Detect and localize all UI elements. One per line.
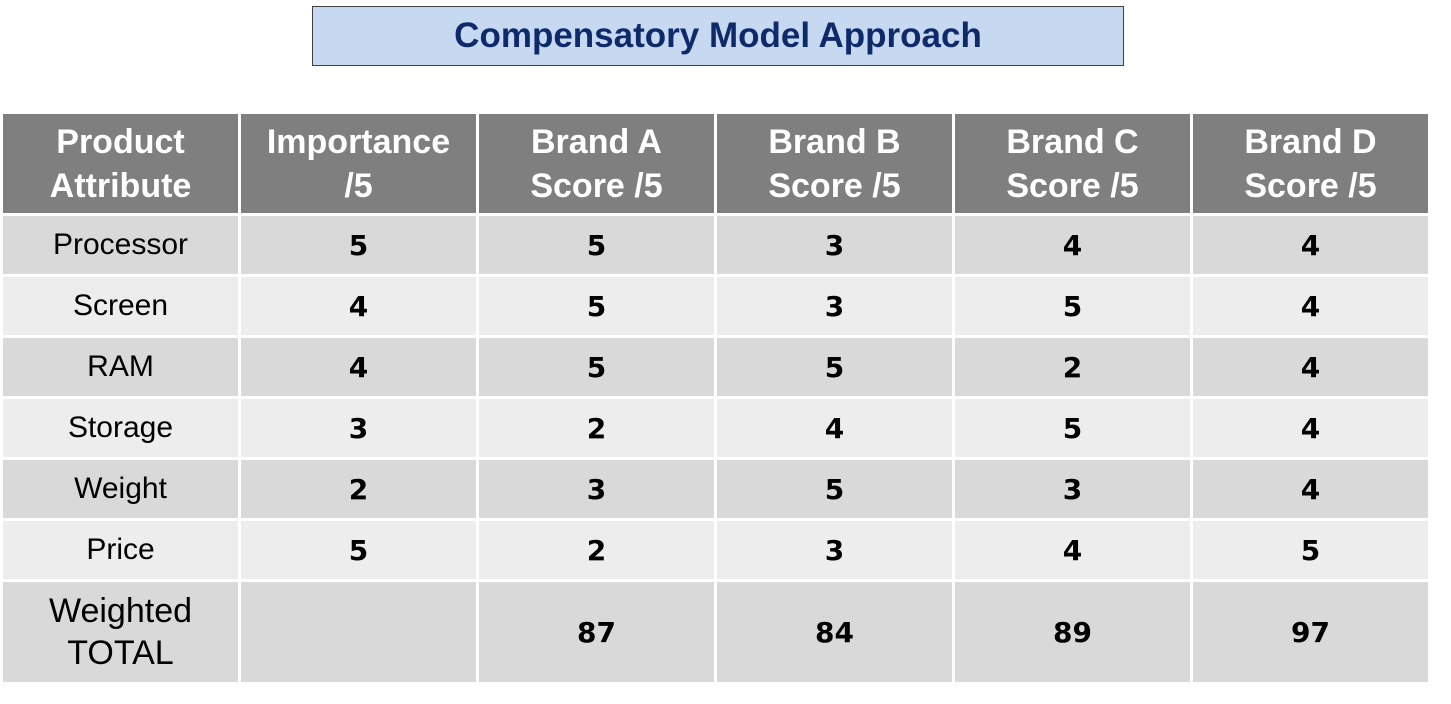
value-cell: 3 — [717, 277, 952, 335]
value-cell: 4 — [717, 399, 952, 457]
row-label: Weight — [3, 460, 238, 518]
header-cell: Product Attribute — [3, 114, 238, 213]
value-cell: 5 — [479, 277, 714, 335]
text-line: Brand C — [1006, 122, 1139, 161]
value-cell: 5 — [717, 460, 952, 518]
value-cell: 4 — [241, 277, 476, 335]
value-cell: 3 — [717, 521, 952, 579]
table-row: Screen 4 5 3 5 4 — [3, 277, 1428, 335]
row-label: RAM — [3, 338, 238, 396]
value-cell: 4 — [1193, 216, 1428, 274]
text-line: Product — [56, 122, 185, 161]
table-row: Price 5 2 3 4 5 — [3, 521, 1428, 579]
value-cell: 4 — [1193, 338, 1428, 396]
text-line: Importance — [266, 122, 451, 161]
value-cell: 5 — [1193, 521, 1428, 579]
text-line: TOTAL — [67, 634, 174, 672]
value-cell: 5 — [241, 521, 476, 579]
header-cell: Importance/5 — [241, 114, 476, 213]
table-row: Processor 5 5 3 4 4 — [3, 216, 1428, 274]
value-cell: 2 — [479, 521, 714, 579]
value-cell: 5 — [955, 399, 1190, 457]
text-line: Score /5 — [1244, 166, 1377, 205]
total-cell: 89 — [955, 582, 1190, 682]
empty-cell — [241, 582, 476, 682]
comparison-table: Product Attribute Importance/5 Brand A Score… — [0, 111, 1431, 685]
table-body: Processor 5 5 3 4 4 Screen 4 5 3 5 4 RAM 4 5 5 2 4 Storage… — [3, 216, 1428, 682]
title: Compensatory Model Approach — [312, 6, 1124, 66]
value-cell: 3 — [241, 399, 476, 457]
value-cell: 3 — [479, 460, 714, 518]
value-cell: 5 — [955, 277, 1190, 335]
row-label: Processor — [3, 216, 238, 274]
value-cell: 3 — [717, 216, 952, 274]
table-row: Storage 3 2 4 5 4 — [3, 399, 1428, 457]
header-cell: Brand C Score /5 — [955, 114, 1190, 213]
value-cell: 3 — [955, 460, 1190, 518]
total-row: Weighted TOTAL 87 84 89 97 — [3, 582, 1428, 682]
row-label: Price — [3, 521, 238, 579]
value-cell: 5 — [717, 338, 952, 396]
total-label: Weighted TOTAL — [3, 582, 238, 682]
header-cell: Brand A Score /5 — [479, 114, 714, 213]
value-cell: 4 — [1193, 277, 1428, 335]
value-cell: 4 — [955, 216, 1190, 274]
value-cell: 2 — [955, 338, 1190, 396]
text-line: Score /5 — [768, 166, 901, 205]
value-cell: 4 — [1193, 399, 1428, 457]
text-line: /5 — [344, 166, 373, 205]
value-cell: 5 — [241, 216, 476, 274]
text-line: Weighted — [48, 592, 193, 630]
row-label: Storage — [3, 399, 238, 457]
text-line: Brand A — [531, 122, 662, 161]
value-cell: 4 — [1193, 460, 1428, 518]
text-line: Score /5 — [1006, 166, 1139, 205]
text-line: Brand D — [1244, 122, 1377, 161]
value-cell: 5 — [479, 216, 714, 274]
total-cell: 84 — [717, 582, 952, 682]
text-line: Score /5 — [530, 166, 663, 205]
header-cell: Brand B Score /5 — [717, 114, 952, 213]
table-row: RAM 4 5 5 2 4 — [3, 338, 1428, 396]
table-row: Weight 2 3 5 3 4 — [3, 460, 1428, 518]
header-cell: Brand D Score /5 — [1193, 114, 1428, 213]
total-cell: 87 — [479, 582, 714, 682]
text-line: Brand B — [768, 122, 901, 161]
text-line: Attribute — [49, 166, 192, 205]
row-label: Screen — [3, 277, 238, 335]
value-cell: 4 — [955, 521, 1190, 579]
value-cell: 4 — [241, 338, 476, 396]
value-cell: 5 — [479, 338, 714, 396]
total-cell: 97 — [1193, 582, 1428, 682]
value-cell: 2 — [479, 399, 714, 457]
header-row: Product Attribute Importance/5 Brand A Score… — [3, 114, 1428, 213]
value-cell: 2 — [241, 460, 476, 518]
